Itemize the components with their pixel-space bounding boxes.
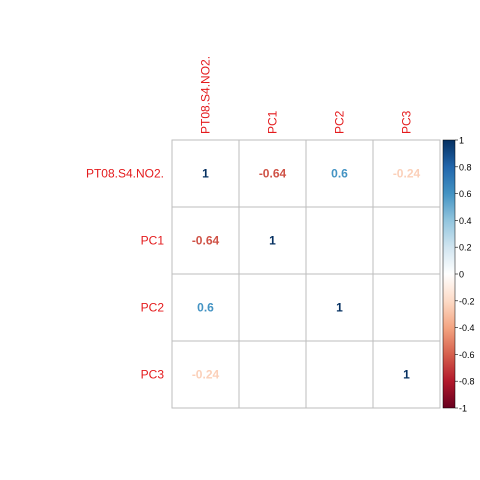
cell-value-label: -0.24 (192, 368, 220, 382)
colorbar-tick-label: -0.6 (459, 350, 475, 360)
grid-cell (171, 340, 240, 409)
row-label: PC3 (141, 368, 165, 382)
grid-cell (305, 139, 374, 208)
colorbar-tick-label: -0.8 (459, 377, 475, 387)
grid-cell (372, 340, 441, 409)
row-label: PC1 (141, 234, 165, 248)
colorbar-tick-label: 0.8 (459, 162, 472, 172)
grid-cell (372, 206, 441, 275)
grid-cell (372, 273, 441, 342)
cell-value-label: 1 (403, 368, 410, 382)
colorbar-tick-label: 0.6 (459, 189, 472, 199)
column-label: PC1 (266, 110, 280, 134)
colorbar: 1 0.8 0.6 0.4 0.2 0 -0.2 -0.4 -0.6 -0.8 -1 (442, 136, 475, 414)
cell-value-label: 1 (202, 167, 209, 181)
column-label: PT08.S4.NO2. (199, 56, 213, 134)
grid-cell (238, 273, 307, 342)
grid-cell (171, 139, 240, 208)
cell-value-label: -0.64 (259, 167, 287, 181)
grid-cell (305, 340, 374, 409)
grid-cell (305, 206, 374, 275)
grid-cell (238, 340, 307, 409)
cell-value-label: -0.64 (192, 234, 220, 248)
grid-cell (372, 139, 441, 208)
column-label: PC2 (333, 110, 347, 134)
grid-cell (238, 206, 307, 275)
row-labels: PT08.S4.NO2. PC1 PC2 PC3 (86, 167, 164, 382)
cell-value-label: -0.24 (393, 167, 421, 181)
colorbar-tick-label: 1 (459, 136, 464, 146)
colorbar-tick-label: 0.2 (459, 243, 472, 253)
row-label: PC2 (141, 301, 165, 315)
row-label: PT08.S4.NO2. (86, 167, 164, 181)
colorbar-tick-label: -0.2 (459, 296, 475, 306)
colorbar-gradient (442, 139, 456, 409)
cell-value-label: 0.6 (197, 301, 214, 315)
column-label: PC3 (400, 110, 414, 134)
correlation-grid (171, 139, 441, 409)
colorbar-tick-label: 0 (459, 270, 464, 280)
colorbar-tick-label: 0.4 (459, 216, 472, 226)
column-labels: PT08.S4.NO2. PC1 PC2 PC3 (199, 56, 414, 134)
colorbar-tick-label: -0.4 (459, 323, 475, 333)
cell-value-label: 0.6 (331, 167, 348, 181)
cell-value-label: 1 (269, 234, 276, 248)
colorbar-tick-label: -1 (459, 404, 467, 414)
cell-value-labels: 1 -0.64 0.6 -0.24 -0.64 1 0.6 1 -0.24 1 (192, 167, 421, 382)
colorbar-ticks: 1 0.8 0.6 0.4 0.2 0 -0.2 -0.4 -0.6 -0.8 -1 (455, 136, 475, 414)
grid-cell (238, 139, 307, 208)
cell-value-label: 1 (336, 301, 343, 315)
